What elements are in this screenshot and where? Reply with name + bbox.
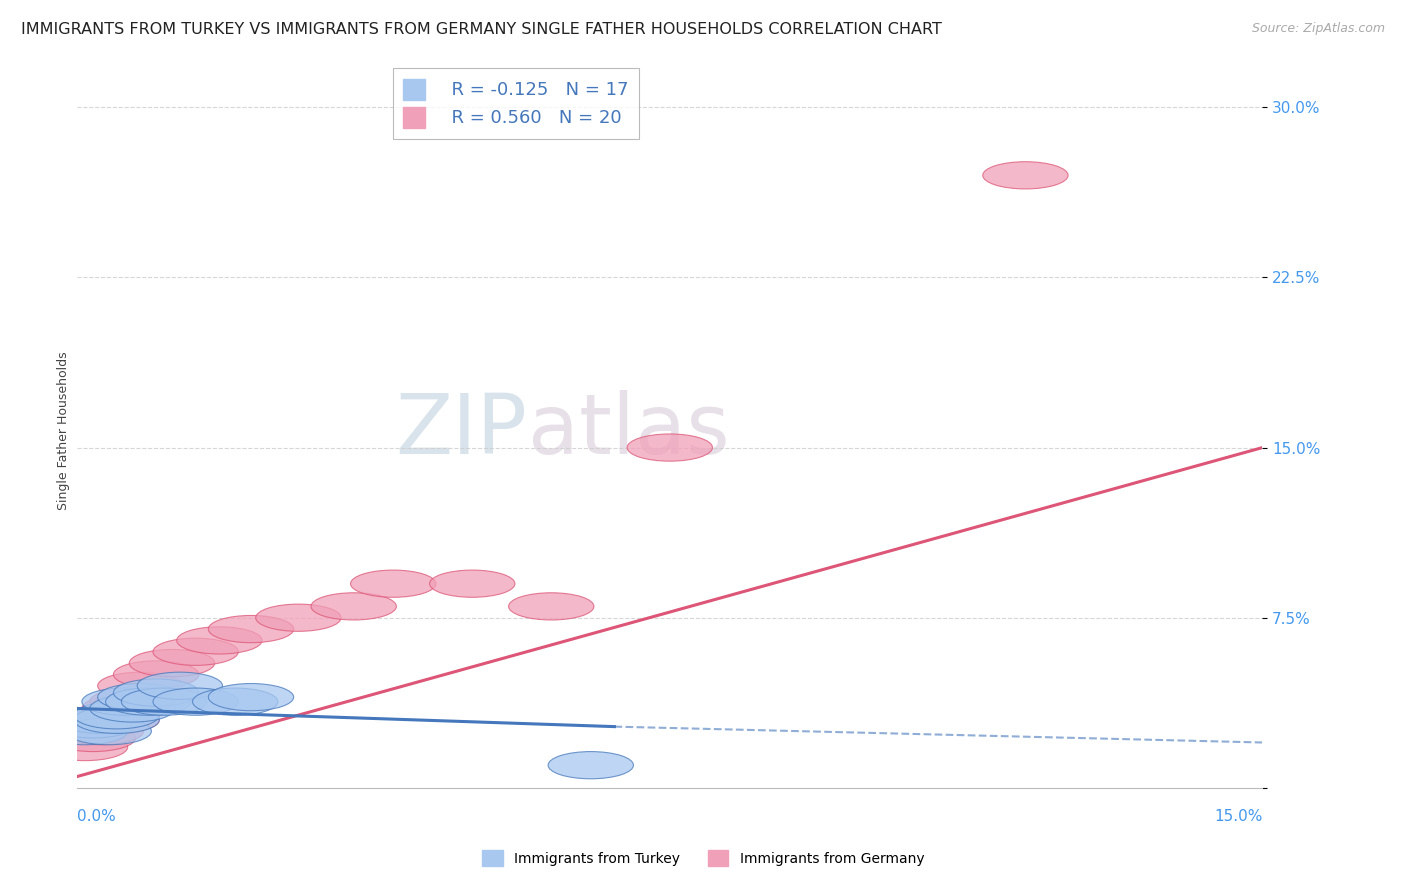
Ellipse shape — [177, 627, 262, 654]
Ellipse shape — [82, 688, 167, 715]
Text: 0.0%: 0.0% — [77, 809, 115, 824]
Ellipse shape — [350, 570, 436, 598]
Ellipse shape — [75, 702, 159, 729]
Ellipse shape — [121, 688, 207, 715]
Ellipse shape — [66, 706, 152, 733]
Ellipse shape — [66, 717, 152, 745]
Ellipse shape — [82, 695, 167, 723]
Ellipse shape — [311, 593, 396, 620]
Ellipse shape — [51, 711, 135, 738]
Text: 15.0%: 15.0% — [1215, 809, 1263, 824]
Ellipse shape — [256, 604, 342, 632]
Text: IMMIGRANTS FROM TURKEY VS IMMIGRANTS FROM GERMANY SINGLE FATHER HOUSEHOLDS CORRE: IMMIGRANTS FROM TURKEY VS IMMIGRANTS FRO… — [21, 22, 942, 37]
Ellipse shape — [90, 695, 176, 723]
Ellipse shape — [138, 673, 222, 699]
Ellipse shape — [42, 717, 128, 745]
Ellipse shape — [430, 570, 515, 598]
Text: Source: ZipAtlas.com: Source: ZipAtlas.com — [1251, 22, 1385, 36]
Ellipse shape — [548, 752, 634, 779]
Ellipse shape — [983, 161, 1069, 189]
Ellipse shape — [97, 673, 183, 699]
Text: atlas: atlas — [527, 390, 730, 471]
Ellipse shape — [129, 649, 215, 677]
Ellipse shape — [627, 434, 713, 461]
Ellipse shape — [58, 706, 143, 733]
Ellipse shape — [153, 638, 239, 665]
Ellipse shape — [193, 688, 278, 715]
Legend:   R = -0.125   N = 17,   R = 0.560   N = 20: R = -0.125 N = 17, R = 0.560 N = 20 — [392, 68, 638, 138]
Ellipse shape — [42, 733, 128, 761]
Legend: Immigrants from Turkey, Immigrants from Germany: Immigrants from Turkey, Immigrants from … — [477, 845, 929, 871]
Y-axis label: Single Father Households: Single Father Households — [58, 351, 70, 510]
Ellipse shape — [75, 706, 159, 733]
Ellipse shape — [105, 688, 191, 715]
Ellipse shape — [58, 717, 143, 745]
Ellipse shape — [90, 688, 176, 715]
Ellipse shape — [97, 683, 183, 711]
Ellipse shape — [153, 688, 239, 715]
Ellipse shape — [51, 724, 135, 752]
Ellipse shape — [114, 661, 198, 688]
Ellipse shape — [208, 615, 294, 642]
Text: ZIP: ZIP — [395, 390, 527, 471]
Ellipse shape — [114, 679, 198, 706]
Ellipse shape — [208, 683, 294, 711]
Ellipse shape — [509, 593, 593, 620]
Ellipse shape — [75, 706, 159, 733]
